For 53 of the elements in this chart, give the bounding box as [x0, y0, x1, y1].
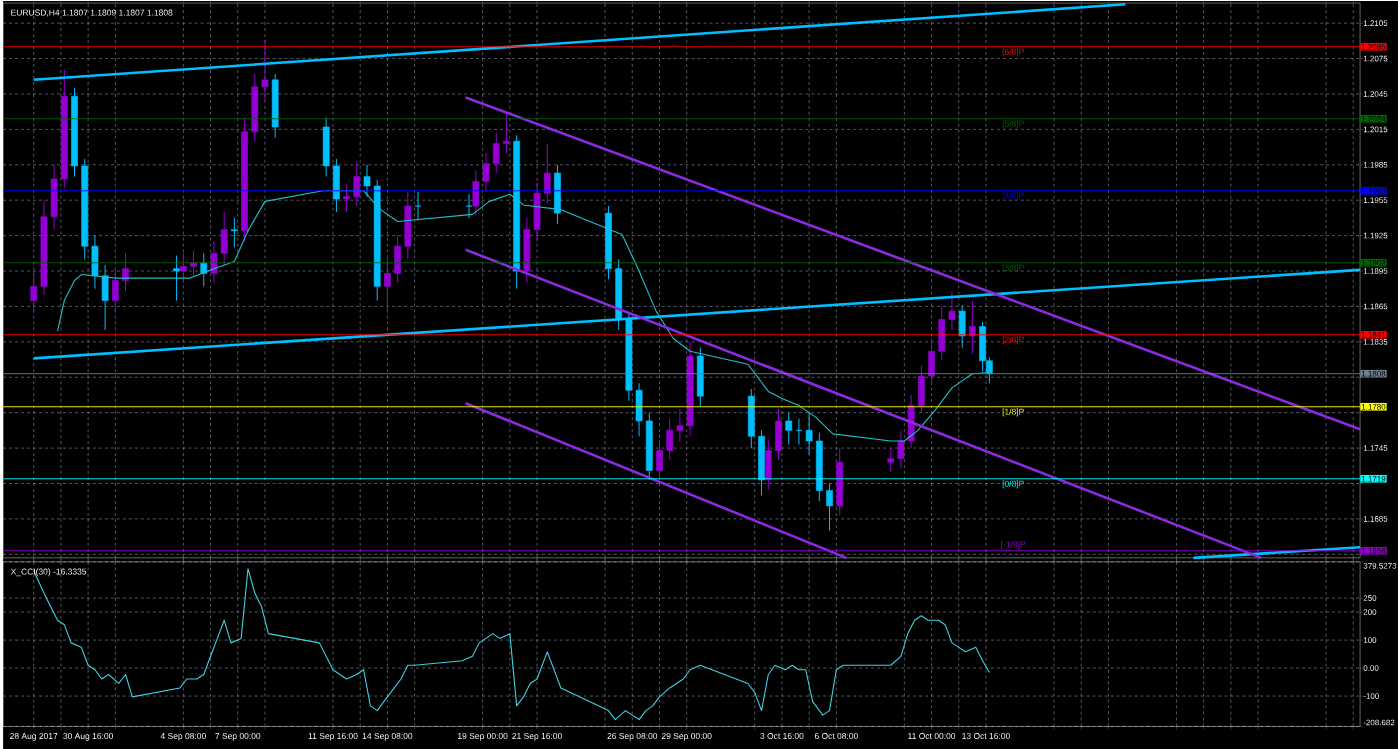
x-tick-label: 6 Oct 08:00	[814, 732, 858, 739]
candlestick	[173, 254, 180, 301]
x-tick-label: 28 Aug 2017	[10, 732, 58, 741]
annotation: [4/8]P	[1002, 192, 1024, 201]
candlestick	[231, 217, 238, 248]
annotation: [1/8]P	[1002, 408, 1024, 417]
x-tick-label: 7 Sep 00:00	[215, 732, 261, 741]
candlestick	[179, 252, 187, 284]
candlestick	[220, 211, 228, 266]
candlestick	[261, 38, 269, 101]
candlestick	[414, 191, 422, 221]
candlestick	[656, 439, 663, 481]
text: EURUSD,H4 1.1807 1.1809 1.1807 1.1808	[11, 9, 173, 17]
candlestick	[543, 142, 551, 205]
x-tick-label: 11 Sep 16:00	[308, 732, 358, 741]
candlestick	[30, 270, 38, 313]
x-tick-label: 13 Oct 16:00	[962, 732, 1010, 739]
annotation: [2/8]P	[1002, 336, 1024, 345]
candlestick	[805, 411, 813, 455]
x-tick-label: 4 Sep 08:00	[160, 732, 206, 741]
annotation: [3/8]P	[1002, 264, 1024, 273]
candlestick	[482, 152, 490, 193]
x-tick-label: 3 Oct 16:00	[760, 732, 804, 739]
x-tick-label: 11 Oct 00:00	[908, 732, 956, 739]
candlestick	[492, 132, 500, 174]
candlestick	[363, 164, 371, 197]
candlestick	[353, 160, 361, 207]
x-tick-label: 14 Sep 08:00	[362, 732, 413, 741]
candlestick	[503, 113, 510, 154]
x-tick-label: 30 Aug 16:00	[63, 732, 114, 741]
candlestick	[948, 290, 956, 331]
candlestick	[343, 184, 350, 213]
candlestick	[190, 250, 197, 278]
candlestick	[111, 266, 119, 313]
annotation: [5/8]P	[1002, 120, 1024, 129]
annotation: [6/8]P	[1002, 48, 1024, 57]
x-tick-label: 21 Sep 16:00	[512, 732, 562, 741]
candlestick	[785, 411, 793, 445]
x-tick-label: 26 Sep 08:00	[607, 732, 658, 741]
candlestick	[210, 240, 218, 284]
candlestick	[465, 193, 473, 219]
annotation: [-1/8]P	[1001, 540, 1026, 549]
candlestick	[384, 258, 391, 313]
x-tick-label: 19 Sep 00:00	[458, 732, 508, 741]
candlestick	[666, 417, 674, 461]
annotation: [0/8]P	[1002, 480, 1024, 489]
candlestick	[887, 447, 895, 472]
x-tick-label: 29 Sep 00:00	[661, 732, 712, 741]
text: X_CCI(30) -16.3335	[10, 568, 87, 577]
candlestick	[826, 482, 833, 531]
candlestick	[969, 299, 976, 354]
candlestick	[676, 408, 684, 443]
candlestick	[897, 429, 905, 469]
